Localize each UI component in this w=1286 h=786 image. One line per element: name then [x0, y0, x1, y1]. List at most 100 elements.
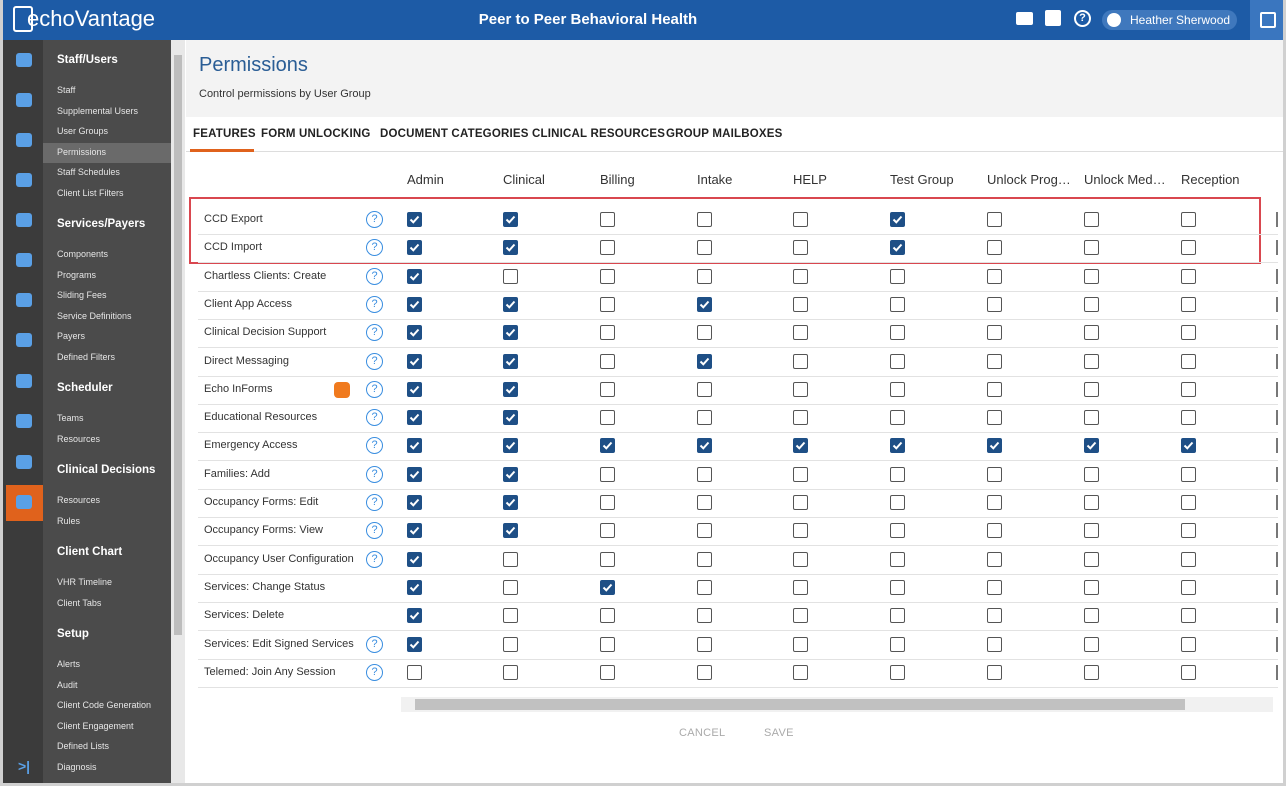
checkbox[interactable]	[1084, 212, 1099, 227]
user-name[interactable]: Heather Sherwood	[1130, 13, 1231, 27]
checkbox[interactable]	[1084, 268, 1099, 284]
nav-item[interactable]: Audit	[57, 679, 78, 690]
checkbox[interactable]	[987, 240, 1002, 256]
checkbox[interactable]	[987, 608, 1002, 624]
checkbox[interactable]	[697, 240, 712, 256]
nav-icon[interactable]	[16, 133, 32, 147]
checkbox[interactable]	[407, 523, 422, 539]
checkbox[interactable]	[503, 495, 518, 510]
checkbox[interactable]	[793, 608, 808, 624]
checkbox[interactable]	[600, 438, 615, 454]
checkbox[interactable]	[987, 381, 1002, 397]
expand-icon[interactable]: >|	[18, 758, 31, 774]
nav-item[interactable]: Components	[57, 249, 109, 259]
nav-item[interactable]: Defined Filters	[57, 351, 116, 362]
checkbox[interactable]	[600, 495, 615, 510]
help-button[interactable]: ?	[366, 494, 383, 511]
checkbox[interactable]	[793, 212, 808, 227]
checkbox[interactable]	[793, 353, 808, 369]
checkbox[interactable]	[1181, 353, 1196, 369]
checkbox[interactable]	[1181, 495, 1196, 510]
checkbox[interactable]	[1084, 495, 1099, 510]
checkbox[interactable]	[697, 410, 712, 426]
checkbox[interactable]	[503, 551, 518, 567]
checkbox[interactable]	[600, 551, 615, 567]
mail-icon[interactable]	[1016, 12, 1033, 25]
checkbox[interactable]	[697, 636, 712, 652]
nav-icon[interactable]	[16, 333, 32, 347]
checkbox[interactable]	[600, 664, 615, 680]
checkbox[interactable]	[407, 240, 422, 256]
checkbox[interactable]	[890, 664, 905, 680]
checkbox[interactable]	[793, 325, 808, 341]
checkbox[interactable]	[793, 523, 808, 539]
checkbox[interactable]	[600, 296, 615, 312]
checkbox[interactable]	[600, 325, 615, 341]
checkbox[interactable]	[890, 551, 905, 567]
checkbox[interactable]	[987, 325, 1002, 341]
checkbox[interactable]	[987, 438, 1002, 454]
checkbox[interactable]	[697, 495, 712, 510]
help-button[interactable]: ?	[366, 635, 383, 653]
nav-item[interactable]: Service Definitions	[57, 310, 132, 321]
checkbox[interactable]	[1084, 410, 1099, 426]
nav-item[interactable]: Permissions	[57, 146, 107, 157]
tab[interactable]: CLINICAL RESOURCES	[532, 128, 666, 140]
nav-icon[interactable]	[16, 213, 32, 227]
nav-item[interactable]: Supplemental Users	[57, 105, 139, 116]
checkbox[interactable]	[1181, 410, 1196, 426]
checkbox[interactable]	[503, 268, 518, 284]
checkbox[interactable]	[1084, 325, 1099, 341]
checkbox[interactable]	[987, 551, 1002, 567]
help-button[interactable]: ?	[366, 663, 383, 681]
checkbox[interactable]	[987, 579, 1002, 595]
checkbox[interactable]	[697, 523, 712, 539]
nav-item[interactable]: Sliding Fees	[57, 290, 107, 300]
checkbox[interactable]	[697, 296, 712, 312]
checkbox[interactable]	[890, 296, 905, 312]
nav-item[interactable]: Teams	[57, 413, 84, 423]
checkbox[interactable]	[600, 410, 615, 426]
checkbox[interactable]	[600, 466, 615, 482]
checkbox[interactable]	[407, 579, 422, 595]
checkbox[interactable]	[697, 381, 712, 397]
checkbox[interactable]	[600, 579, 615, 595]
scroll-thumb[interactable]	[174, 55, 182, 635]
nav-item[interactable]: Rules	[57, 515, 81, 526]
h-scroll-thumb[interactable]	[415, 699, 1185, 710]
nav-item[interactable]: Client Engagement	[57, 720, 134, 731]
help-button[interactable]: ?	[366, 211, 383, 228]
help-button[interactable]: ?	[366, 465, 383, 483]
checkbox[interactable]	[793, 495, 808, 510]
checkbox[interactable]	[1181, 268, 1196, 284]
checkbox[interactable]	[1181, 325, 1196, 341]
nav-heading[interactable]: Scheduler	[57, 382, 113, 394]
nav-item[interactable]: Client Tabs	[57, 597, 102, 608]
checkbox[interactable]	[987, 523, 1002, 539]
checkbox[interactable]	[1181, 636, 1196, 652]
checkbox[interactable]	[1084, 523, 1099, 539]
nav-item[interactable]: Programs	[57, 269, 97, 280]
checkbox[interactable]	[987, 664, 1002, 680]
button[interactable]: CANCEL	[679, 727, 726, 739]
nav-heading[interactable]: Setup	[57, 628, 89, 640]
checkbox[interactable]	[407, 410, 422, 426]
checkbox[interactable]	[697, 212, 712, 227]
checkbox[interactable]	[890, 438, 905, 454]
help-button[interactable]: ?	[366, 239, 383, 257]
checkbox[interactable]	[890, 466, 905, 482]
checkbox[interactable]	[890, 212, 905, 227]
nav-heading[interactable]: Staff/Users	[57, 54, 118, 66]
checkbox[interactable]	[503, 466, 518, 482]
checkbox[interactable]	[1181, 240, 1196, 256]
checkbox[interactable]	[793, 296, 808, 312]
checkbox[interactable]	[407, 381, 422, 397]
nav-item[interactable]: VHR Timeline	[57, 577, 113, 587]
checkbox[interactable]	[1084, 466, 1099, 482]
checkbox[interactable]	[697, 268, 712, 284]
checkbox[interactable]	[987, 495, 1002, 510]
checkbox[interactable]	[503, 212, 518, 227]
tab[interactable]: DOCUMENT CATEGORIES	[380, 128, 529, 140]
help-button[interactable]: ?	[366, 522, 383, 540]
tab[interactable]: FORM UNLOCKING	[261, 128, 371, 140]
